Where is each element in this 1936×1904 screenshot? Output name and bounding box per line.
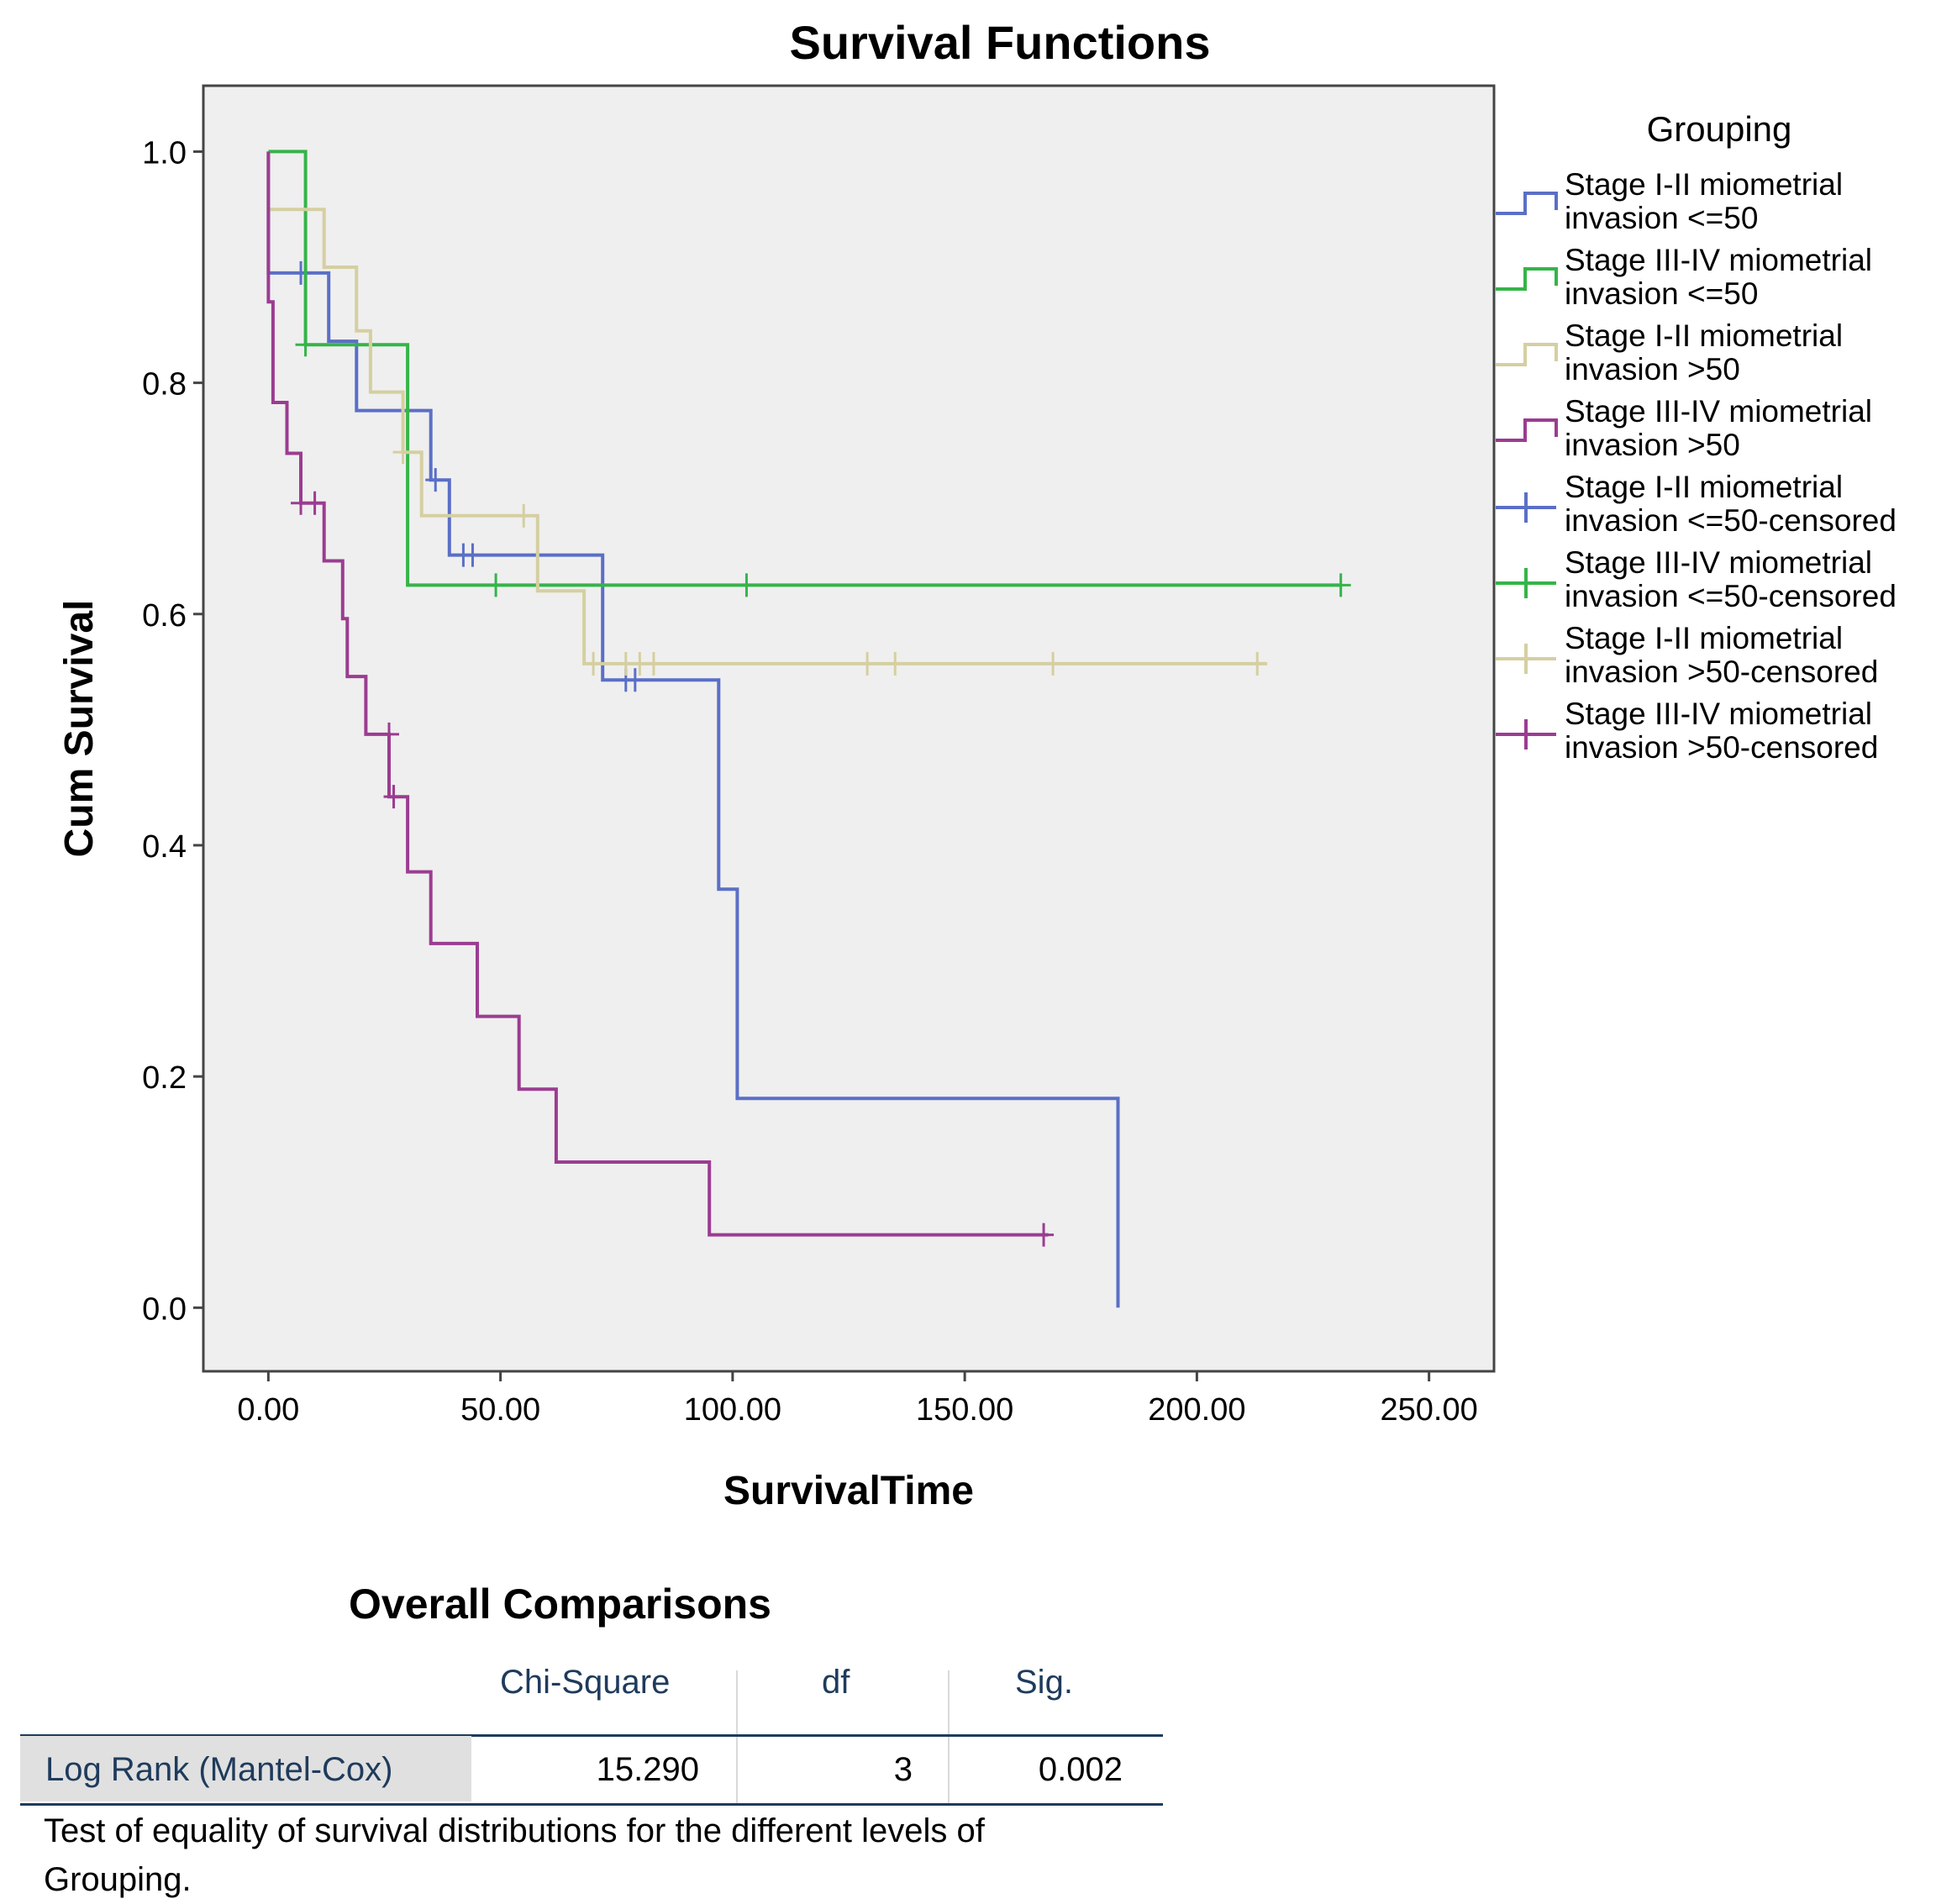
x-tick-label: 0.00 <box>237 1392 299 1428</box>
legend-label-line2: invasion >50-censored <box>1565 730 1878 765</box>
censor-mark <box>1330 573 1351 597</box>
legend-label-line1: Stage I-II miometrial <box>1565 318 1843 353</box>
header-sig: Sig. <box>1015 1664 1073 1701</box>
legend-step-swatch <box>1496 267 1558 291</box>
y-tick-label: 0.2 <box>142 1060 187 1096</box>
survival-step-line <box>266 151 1267 665</box>
y-tick-label: 0.0 <box>142 1291 187 1327</box>
x-axis: 0.00 50.00 100.00 150.00 200.00 250.00 <box>237 1371 1478 1428</box>
survival-chart: Survival Functions 0.0 0.2 0.4 0.6 0.8 1.0 0.… <box>57 16 1897 1513</box>
comparisons-title: Overall Comparisons <box>349 1581 771 1628</box>
value-sig: 0.002 <box>1038 1751 1123 1788</box>
censor-mark <box>304 491 325 515</box>
censor-mark <box>379 722 400 746</box>
legend-label-line2: invasion <=50 <box>1565 276 1758 311</box>
chart-title: Survival Functions <box>790 16 1211 69</box>
plot-area <box>202 84 1496 1373</box>
censor-mark <box>583 651 604 676</box>
censor-mark <box>462 543 483 567</box>
y-axis: 0.0 0.2 0.4 0.6 0.8 1.0 <box>142 135 203 1327</box>
censor-mark <box>295 333 316 357</box>
legend-label-line1: Stage III-IV miometrial <box>1565 243 1872 277</box>
legend-label-line2: invasion >50-censored <box>1565 655 1878 689</box>
censor-mark <box>513 503 534 528</box>
value-chi-square: 15.290 <box>596 1751 699 1788</box>
censor-mark <box>624 668 645 692</box>
legend-label-line2: invasion >50 <box>1565 352 1740 387</box>
y-tick-label: 0.8 <box>142 367 187 402</box>
series-layer <box>266 150 1351 1308</box>
table-bottom-rule <box>20 1803 1163 1806</box>
legend-label-line1: Stage III-IV miometrial <box>1565 697 1872 731</box>
legend-step-swatch <box>1496 343 1558 366</box>
legend-label-line2: invasion <=50-censored <box>1565 503 1897 538</box>
header-chi-square: Chi-Square <box>500 1664 671 1701</box>
censor-mark <box>425 468 446 492</box>
column-divider <box>736 1670 738 1805</box>
overall-comparisons: Overall Comparisons Chi-Square df Sig. L… <box>0 1580 1936 1904</box>
x-tick-label: 50.00 <box>460 1392 540 1428</box>
x-tick-label: 100.00 <box>684 1392 781 1428</box>
legend-step-swatch <box>1496 192 1558 215</box>
y-tick-label: 0.6 <box>142 598 187 634</box>
series-3 <box>266 151 1268 676</box>
legend-label-line1: Stage III-IV miometrial <box>1565 394 1872 429</box>
x-tick-label: 150.00 <box>916 1392 1013 1428</box>
y-tick-label: 0.4 <box>142 829 187 865</box>
legend-label-line1: Stage I-II miometrial <box>1565 621 1843 655</box>
series-2 <box>268 150 1351 597</box>
survival-step-line <box>266 151 1049 1237</box>
censor-mark <box>392 440 413 465</box>
row-label-cell: Log Rank (Mantel-Cox) <box>20 1736 471 1801</box>
value-df: 3 <box>893 1751 913 1788</box>
x-tick-label: 250.00 <box>1381 1392 1478 1428</box>
censor-mark <box>736 573 757 597</box>
x-tick-label: 200.00 <box>1148 1392 1245 1428</box>
row-label: Log Rank (Mantel-Cox) <box>45 1751 393 1788</box>
table-footnote: Test of equality of survival distributio… <box>44 1812 985 1898</box>
censor-mark <box>857 651 878 676</box>
survival-step-line <box>266 151 1120 1308</box>
legend-step-swatch <box>1496 418 1558 442</box>
legend-title: Grouping <box>1647 109 1792 149</box>
censor-mark <box>486 573 507 597</box>
legend-label-line2: invasion >50 <box>1565 428 1740 462</box>
legend-censor-swatch <box>1496 719 1556 750</box>
survival-step-line <box>268 150 1341 587</box>
y-axis-label: Cum Survival <box>57 600 102 858</box>
y-tick-label: 1.0 <box>142 135 187 171</box>
legend-label-line1: Stage I-II miometrial <box>1565 470 1843 504</box>
censor-mark <box>643 651 664 676</box>
legend-label-line1: Stage I-II miometrial <box>1565 167 1843 202</box>
x-axis-label: SurvivalTime <box>723 1469 974 1513</box>
column-divider <box>948 1670 950 1805</box>
legend-censor-swatch <box>1496 492 1556 523</box>
table-top-rule <box>20 1734 1163 1737</box>
series-4 <box>266 151 1055 1247</box>
header-df: df <box>822 1664 850 1701</box>
censor-mark <box>291 260 312 285</box>
legend-label-line1: Stage III-IV miometrial <box>1565 545 1872 580</box>
censor-mark <box>1043 651 1064 676</box>
legend-label-line2: invasion <=50 <box>1565 201 1758 235</box>
legend-censor-swatch <box>1496 568 1556 598</box>
censor-mark <box>383 785 404 809</box>
legend-censor-swatch <box>1496 644 1556 674</box>
censor-mark <box>1247 651 1268 676</box>
censor-mark <box>885 651 906 676</box>
legend-label-line2: invasion <=50-censored <box>1565 579 1897 613</box>
censor-mark <box>1034 1223 1055 1247</box>
